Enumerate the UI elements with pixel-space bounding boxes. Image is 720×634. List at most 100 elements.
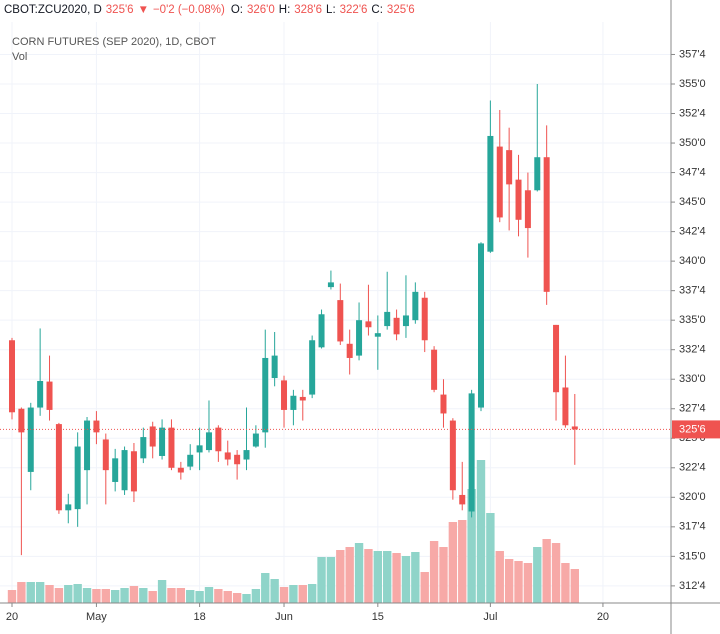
x-tick-label: 20: [597, 611, 609, 623]
candle-body: [318, 314, 325, 348]
candle-body: [421, 297, 428, 341]
volume-bar: [204, 587, 214, 603]
volume-bar: [186, 590, 195, 603]
candle-body: [374, 333, 381, 337]
volume-bar: [195, 591, 204, 603]
high-value: 328'6: [294, 4, 323, 16]
volume-bar: [148, 591, 157, 603]
candle-body: [402, 315, 409, 327]
candle-body: [459, 494, 466, 505]
volume-bars: [7, 460, 579, 603]
volume-bar: [35, 582, 45, 603]
volume-bar: [289, 585, 298, 603]
volume-bar: [129, 586, 139, 603]
candle-body: [487, 135, 494, 252]
volume-bar: [401, 556, 411, 603]
y-tick-label: 357'4: [679, 48, 706, 60]
y-tick-label: 342'4: [679, 226, 706, 238]
candle-body: [224, 452, 231, 460]
price: 325'6: [105, 4, 134, 16]
volume-bar: [429, 541, 439, 603]
y-tick-label: 337'4: [679, 285, 706, 297]
volume-bar: [364, 549, 373, 603]
candle-body: [159, 427, 166, 456]
y-tick-label: 327'4: [679, 403, 706, 415]
volume-bar: [223, 591, 232, 603]
candle-body: [384, 311, 391, 327]
volume-bar: [110, 590, 120, 603]
y-tick-label: 335'0: [679, 314, 706, 326]
volume-bar: [157, 580, 167, 603]
volume-bar: [54, 588, 64, 603]
volume-bar: [439, 547, 448, 603]
candle-body: [37, 380, 44, 408]
candle-body: [553, 324, 560, 393]
arrow: ▼: [137, 4, 149, 16]
close-value: 325'6: [386, 4, 415, 16]
candle-body: [281, 380, 288, 410]
candle-body: [431, 349, 438, 390]
volume-bar: [279, 587, 289, 603]
x-tick-label: Jun: [275, 611, 293, 623]
open-label: O:: [230, 4, 243, 16]
candle-body: [65, 504, 72, 511]
open-value: 326'0: [246, 4, 275, 16]
y-tick-label: 352'4: [679, 107, 706, 119]
candle-body: [524, 190, 531, 229]
low-value: 322'6: [339, 4, 368, 16]
candle-body: [515, 179, 522, 220]
candle-body: [18, 408, 25, 433]
volume-bar: [383, 551, 392, 603]
volume-bar: [551, 543, 561, 603]
volume-bar: [251, 589, 261, 603]
candle-body: [74, 446, 81, 510]
y-tick-label: 322'4: [679, 462, 706, 474]
volume-bar: [139, 588, 148, 603]
volume-bar: [542, 539, 551, 603]
candle-body: [93, 420, 100, 433]
candle-body: [412, 291, 419, 321]
volume-bar: [504, 559, 514, 603]
volume-bar: [307, 584, 317, 603]
volume-bar: [82, 588, 92, 603]
x-tick-label: May: [86, 611, 107, 623]
volume-bar: [73, 584, 82, 603]
y-tick-label: 330'0: [679, 373, 706, 385]
volume-bar: [167, 588, 176, 603]
candle-body: [393, 317, 400, 335]
candle-body: [496, 146, 503, 218]
candle-body: [337, 300, 344, 342]
candle-body: [571, 426, 578, 430]
candles: [9, 83, 578, 556]
volume-bar: [45, 585, 54, 603]
volume-bar: [26, 582, 35, 603]
candle-body: [346, 343, 353, 358]
candle-body: [46, 381, 53, 410]
volume-bar: [345, 547, 354, 603]
candle-body: [543, 157, 550, 292]
volume-bar: [495, 551, 504, 603]
candle-body: [534, 157, 541, 191]
volume-bar: [420, 572, 429, 603]
candle-body: [84, 420, 91, 471]
volume-bar: [392, 553, 401, 603]
x-tick-label: 20: [6, 611, 18, 623]
volume-bar: [336, 550, 345, 603]
volume-bar: [411, 552, 420, 603]
x-tick-label: 18: [193, 611, 205, 623]
volume-bar: [101, 589, 110, 603]
y-tick-label: 355'0: [679, 78, 706, 90]
candle-body: [562, 387, 569, 426]
high-label: H:: [278, 4, 291, 16]
candle-body: [112, 458, 119, 482]
candle-body: [187, 454, 194, 467]
candle-body: [140, 437, 147, 459]
volume-bar: [476, 460, 486, 603]
volume-bar: [467, 489, 476, 603]
y-tick-label: 315'0: [679, 550, 706, 562]
candle-body: [55, 424, 62, 511]
candle-body: [243, 450, 250, 460]
y-tick-label: 350'0: [679, 137, 706, 149]
volume-bar: [373, 551, 383, 603]
volume-bar: [17, 582, 26, 603]
